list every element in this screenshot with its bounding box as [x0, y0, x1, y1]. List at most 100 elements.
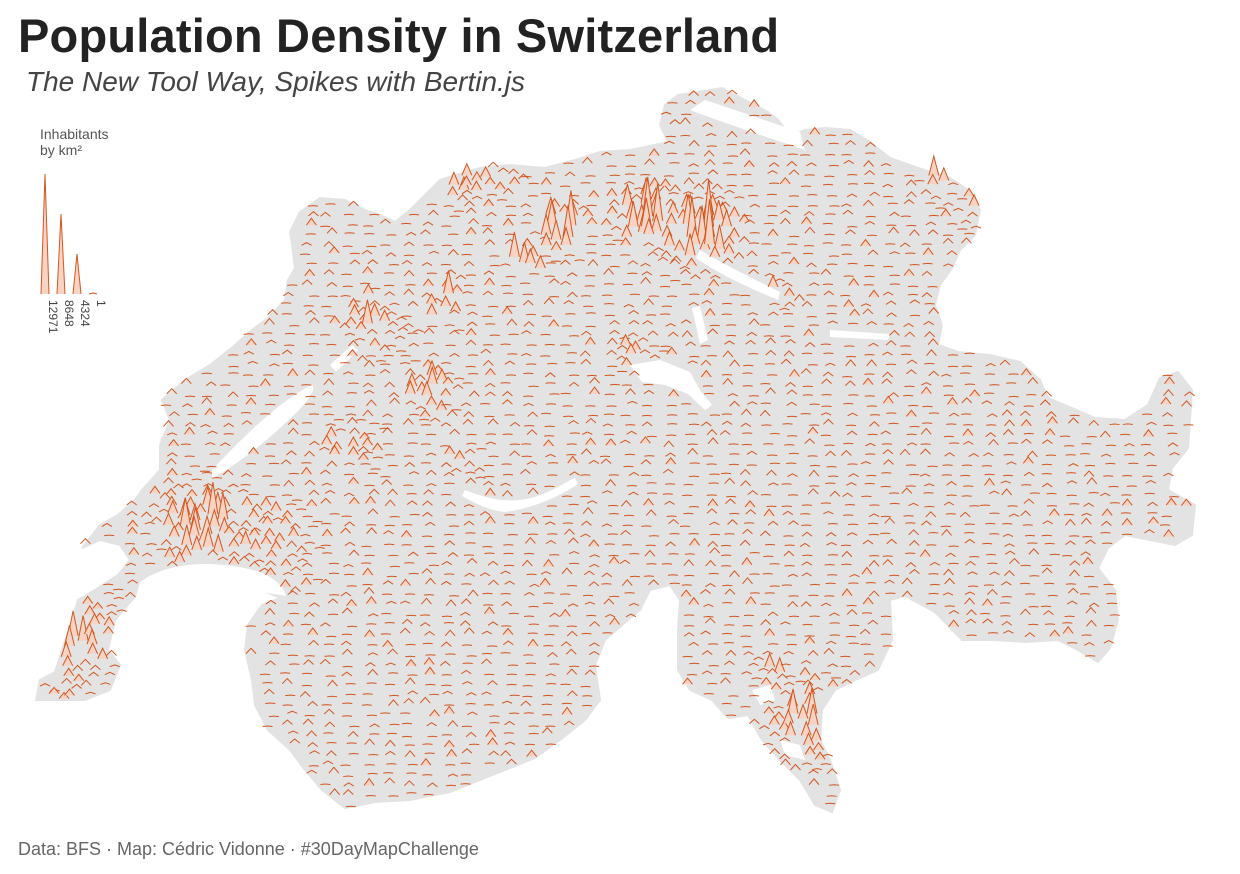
density-spike — [444, 445, 456, 455]
density-spike — [762, 742, 774, 746]
density-spike — [622, 283, 633, 286]
density-spike — [207, 549, 219, 556]
density-spike — [841, 588, 853, 596]
density-spike — [845, 359, 857, 367]
lake-geneva — [135, 563, 286, 600]
density-spike — [601, 523, 613, 527]
density-spike — [185, 422, 196, 427]
density-spike — [783, 650, 794, 655]
density-spike — [487, 621, 499, 626]
density-spike — [200, 423, 211, 428]
density-spike — [964, 538, 976, 544]
legend-spike — [56, 213, 66, 295]
density-spike — [546, 505, 558, 507]
density-spike — [670, 184, 681, 192]
density-spike — [566, 443, 577, 445]
density-spike — [882, 645, 893, 647]
density-spike — [701, 421, 712, 427]
density-spike — [1088, 585, 1099, 588]
density-spike — [849, 624, 860, 627]
density-spike — [1068, 417, 1079, 424]
spikes-layer — [39, 89, 1195, 808]
density-spike — [287, 284, 298, 286]
density-spike — [739, 539, 751, 546]
density-spike — [886, 312, 897, 317]
density-spike — [649, 354, 661, 359]
density-spike — [847, 463, 858, 465]
density-spike — [860, 461, 872, 465]
density-spike — [626, 165, 637, 167]
density-spike — [774, 656, 786, 672]
density-spike — [968, 193, 980, 206]
density-spike — [846, 608, 858, 615]
density-spike — [605, 182, 616, 184]
lake-zurich — [696, 250, 780, 300]
density-spike — [440, 263, 451, 266]
density-spike — [388, 699, 399, 707]
density-spike — [608, 556, 620, 564]
density-spike — [425, 577, 436, 585]
density-spike — [542, 515, 553, 518]
density-spike — [585, 243, 596, 246]
density-spike — [780, 689, 791, 695]
density-spike — [888, 226, 899, 234]
density-spike — [375, 360, 386, 362]
density-spike — [824, 233, 835, 236]
density-spike — [325, 425, 337, 437]
density-spike — [609, 329, 620, 335]
density-spike — [240, 519, 252, 527]
density-spike — [689, 662, 700, 665]
density-spike — [722, 584, 733, 587]
density-spike — [485, 728, 497, 737]
density-spike — [601, 583, 612, 585]
density-spike — [604, 613, 616, 618]
density-spike — [938, 166, 950, 181]
density-spike — [504, 514, 515, 516]
density-spike — [287, 654, 298, 657]
density-spike — [304, 333, 315, 336]
density-spike — [700, 369, 712, 378]
density-spike — [500, 263, 511, 266]
density-spike — [189, 465, 200, 467]
density-spike — [449, 595, 460, 597]
density-spike — [922, 405, 933, 408]
density-spike — [723, 96, 735, 104]
density-spike — [683, 177, 695, 185]
density-spike — [385, 252, 397, 257]
density-spike — [628, 319, 640, 325]
density-spike — [820, 412, 832, 416]
density-spike — [848, 322, 859, 325]
density-spike — [1029, 492, 1040, 494]
density-spike — [740, 408, 752, 416]
density-spike — [665, 483, 676, 485]
density-spike — [1029, 575, 1040, 577]
density-spike — [527, 638, 539, 647]
density-spike — [207, 430, 218, 435]
density-spike — [426, 203, 437, 206]
density-spike — [1146, 464, 1157, 467]
density-spike — [283, 633, 294, 635]
density-spike — [502, 640, 514, 646]
density-spike — [526, 344, 537, 346]
density-spike — [188, 515, 200, 536]
density-spike — [1062, 555, 1073, 557]
density-spike — [728, 155, 739, 157]
density-spike — [460, 402, 472, 407]
density-spike — [941, 373, 952, 377]
density-spike — [960, 372, 971, 374]
density-spike — [484, 673, 495, 676]
density-spike — [387, 488, 399, 496]
density-spike — [1144, 492, 1155, 495]
density-spike — [659, 285, 671, 288]
density-spike — [345, 805, 356, 808]
density-spike — [909, 425, 920, 428]
density-spike — [1103, 583, 1114, 586]
density-spike — [321, 305, 332, 308]
density-spike — [167, 560, 178, 567]
density-spike — [681, 113, 692, 116]
density-spike — [667, 200, 679, 214]
density-spike — [607, 365, 618, 368]
density-spike — [779, 176, 791, 185]
density-spike — [296, 508, 307, 511]
density-spike — [740, 480, 751, 487]
